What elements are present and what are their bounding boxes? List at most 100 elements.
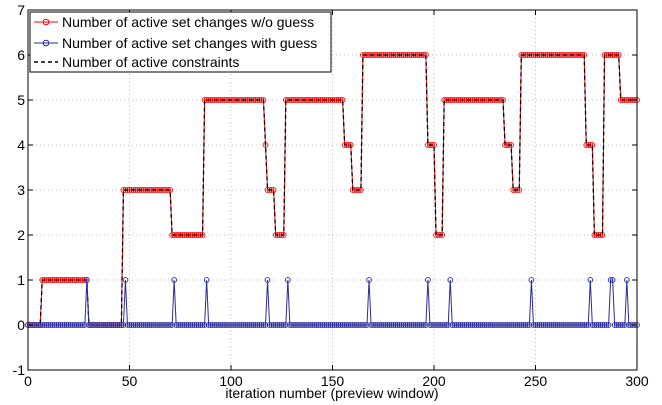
point-with-guess <box>167 322 173 328</box>
point-with-guess <box>155 322 161 328</box>
point-with-guess <box>203 277 210 283</box>
point-with-guess <box>280 322 287 328</box>
point-with-guess <box>416 322 423 328</box>
point-with-guess <box>151 322 157 328</box>
point-with-guess <box>165 322 171 328</box>
point-with-guess <box>559 322 565 328</box>
point-with-guess <box>408 322 415 328</box>
point-with-guess <box>538 322 545 328</box>
point-with-guess <box>469 322 476 328</box>
point-with-guess <box>193 322 200 328</box>
point-with-guess <box>552 322 559 328</box>
point-with-guess <box>224 322 230 328</box>
point-without-guess <box>220 97 226 103</box>
point-with-guess <box>506 322 512 328</box>
point-with-guess <box>418 322 425 328</box>
point-with-guess <box>410 322 417 328</box>
point-with-guess <box>69 322 76 328</box>
point-with-guess <box>65 322 72 328</box>
point-with-guess <box>374 322 381 328</box>
point-with-guess <box>520 322 527 328</box>
point-with-guess <box>615 322 622 328</box>
point-with-guess <box>230 322 236 328</box>
point-with-guess <box>189 322 196 328</box>
point-without-guess <box>341 142 348 148</box>
point-with-guess <box>159 322 165 328</box>
point-with-guess <box>427 322 433 328</box>
point-with-guess <box>605 322 612 328</box>
point-with-guess <box>307 322 314 328</box>
point-with-guess <box>402 322 409 328</box>
point-with-guess <box>209 322 216 328</box>
point-with-guess <box>532 322 539 328</box>
point-with-guess <box>435 322 441 328</box>
point-with-guess <box>607 277 614 283</box>
point-with-guess <box>573 322 579 328</box>
point-with-guess <box>575 322 581 328</box>
point-with-guess <box>439 322 445 328</box>
point-with-guess <box>71 322 78 328</box>
point-with-guess <box>284 277 291 283</box>
point-with-guess <box>232 322 238 328</box>
legend-marker-with-guess <box>42 39 50 47</box>
point-with-guess <box>305 322 311 328</box>
point-with-guess <box>569 322 575 328</box>
point-with-guess <box>118 322 125 328</box>
y-tick-label: 3 <box>17 182 25 198</box>
legend-marker-without-guess <box>42 18 50 26</box>
point-with-guess <box>518 322 525 328</box>
point-with-guess <box>248 322 255 328</box>
point-with-guess <box>47 322 54 328</box>
point-with-guess <box>266 322 273 328</box>
point-with-guess <box>254 322 261 328</box>
point-with-guess <box>311 322 318 328</box>
point-with-guess <box>528 277 535 283</box>
point-with-guess <box>512 322 519 328</box>
point-without-guess <box>410 52 417 58</box>
point-without-guess <box>136 187 143 193</box>
point-with-guess <box>130 322 137 328</box>
point-with-guess <box>490 322 496 328</box>
point-with-guess <box>262 322 269 328</box>
y-tick-label: 4 <box>17 137 25 153</box>
point-with-guess <box>360 322 366 328</box>
point-with-guess <box>161 322 167 328</box>
point-with-guess <box>278 322 285 328</box>
point-with-guess <box>447 277 454 283</box>
point-with-guess <box>583 322 590 328</box>
point-with-guess <box>264 277 271 283</box>
point-with-guess <box>51 322 58 328</box>
point-with-guess <box>390 322 397 328</box>
point-with-guess <box>621 322 628 328</box>
point-with-guess <box>337 322 344 328</box>
y-tick-label: -1 <box>13 362 26 378</box>
point-with-guess <box>331 322 338 328</box>
point-with-guess <box>475 322 482 328</box>
point-with-guess <box>163 322 169 328</box>
point-with-guess <box>35 322 42 328</box>
point-with-guess <box>429 322 435 328</box>
point-with-guess <box>542 322 549 328</box>
point-with-guess <box>102 322 108 328</box>
point-without-guess <box>335 97 342 103</box>
point-with-guess <box>140 322 147 328</box>
point-with-guess <box>398 322 405 328</box>
point-with-guess <box>183 322 190 328</box>
point-with-guess <box>90 322 96 328</box>
point-with-guess <box>333 322 340 328</box>
point-without-guess <box>376 52 383 58</box>
point-with-guess <box>345 322 352 328</box>
point-with-guess <box>544 322 551 328</box>
point-with-guess <box>479 322 486 328</box>
series-line-active-constraints <box>28 54 637 326</box>
point-with-guess <box>492 322 498 328</box>
point-with-guess <box>536 322 543 328</box>
point-with-guess <box>244 322 251 328</box>
point-with-guess <box>557 322 563 328</box>
point-with-guess <box>55 322 62 328</box>
point-with-guess <box>356 322 362 328</box>
point-with-guess <box>394 322 401 328</box>
point-with-guess <box>124 322 131 328</box>
legend: Number of active set changes w/o guess N… <box>29 11 332 73</box>
point-with-guess <box>522 322 529 328</box>
